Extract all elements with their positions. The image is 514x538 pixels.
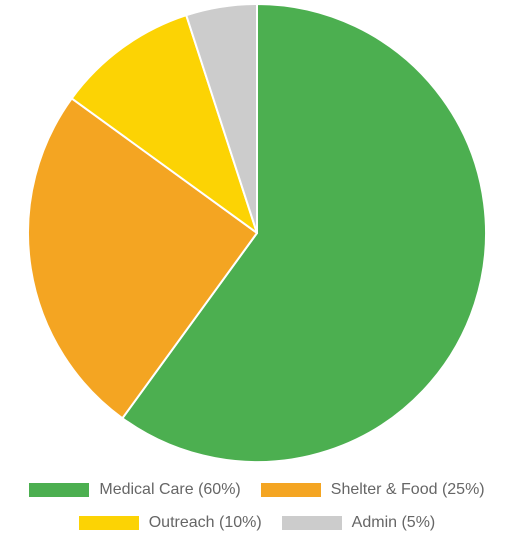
legend-label-outreach: Outreach (10%) [148, 514, 262, 531]
legend-label-medical-care: Medical Care (60%) [99, 481, 241, 498]
legend-row-1: Medical Care (60%) Shelter & Food (25%) [0, 478, 514, 502]
pie-slice-admin[interactable] [185, 3, 258, 234]
legend-label-admin: Admin (5%) [351, 514, 436, 531]
legend-swatch-medical-care [29, 483, 90, 497]
legend-item-medical-care[interactable]: Medical Care (60%) [29, 481, 241, 499]
pie-slice-shelter-food[interactable] [27, 97, 258, 420]
pie-chart-svg [27, 3, 487, 463]
legend-swatch-admin [281, 516, 342, 530]
pie-slice-medical-care[interactable] [121, 3, 487, 463]
legend-item-admin[interactable]: Admin (5%) [281, 514, 436, 532]
legend-swatch-outreach [78, 516, 139, 530]
legend-row-2: Outreach (10%) Admin (5%) [0, 511, 514, 535]
pie-slice-outreach[interactable] [70, 14, 258, 234]
legend-label-shelter-food: Shelter & Food (25%) [330, 481, 485, 498]
legend-swatch-shelter-food [260, 483, 321, 497]
legend-item-outreach[interactable]: Outreach (10%) [78, 514, 262, 532]
legend-item-shelter-food[interactable]: Shelter & Food (25%) [260, 481, 485, 499]
